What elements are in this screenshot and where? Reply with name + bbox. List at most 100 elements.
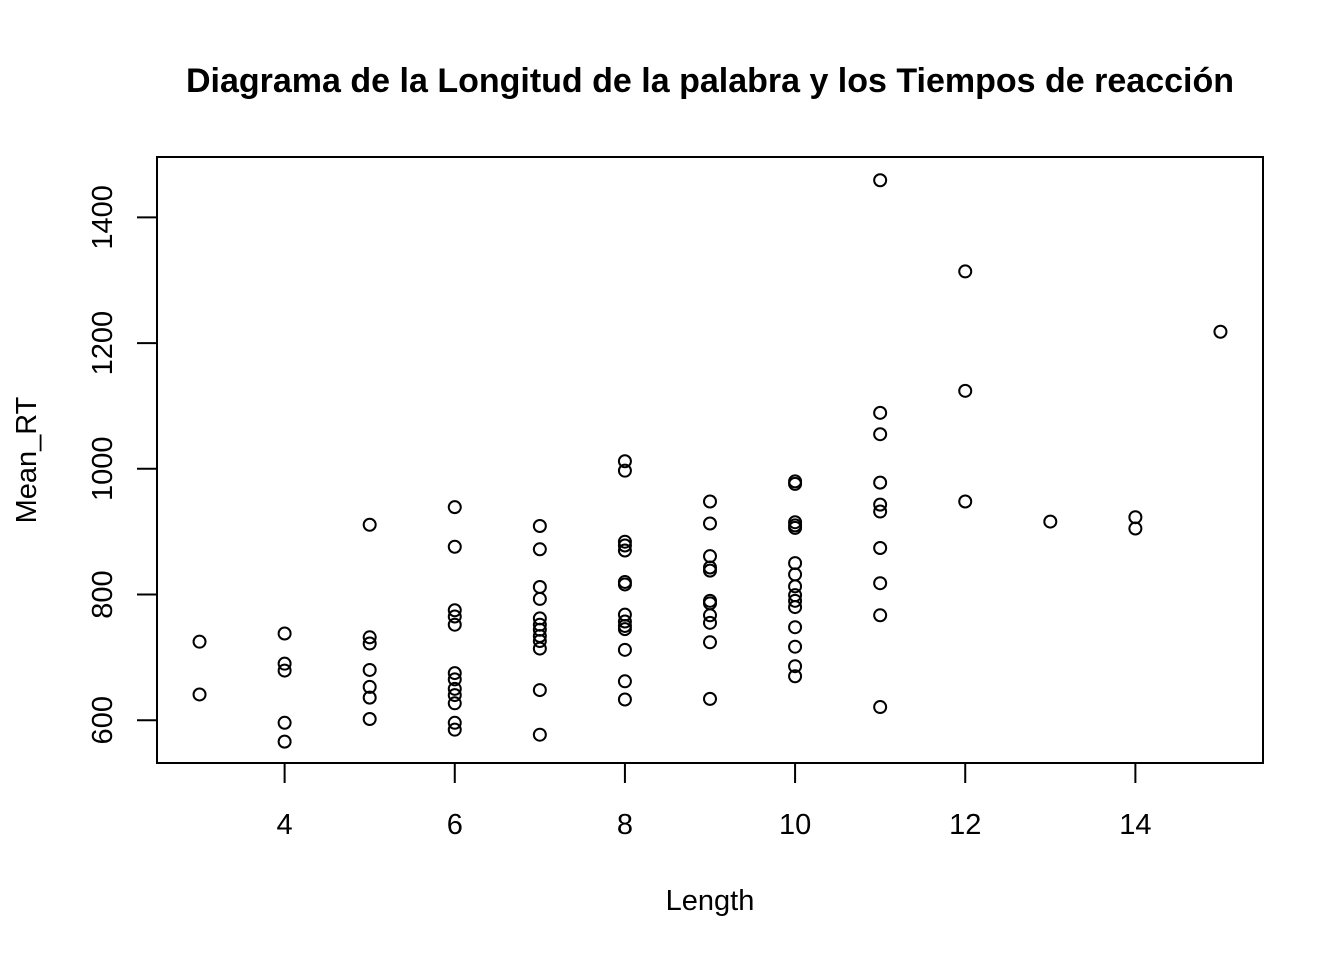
data-point [362,711,377,726]
data-point [958,383,973,398]
data-point [788,620,803,635]
data-point [788,669,803,684]
x-axis-label: Length [666,885,755,917]
data-point [703,691,717,706]
data-point [703,563,717,578]
data-point [1043,514,1058,529]
data-point [617,642,632,657]
data-point [703,494,717,509]
x-tick-label: 14 [1119,809,1151,841]
data-point [617,534,632,549]
data-point [447,603,462,618]
data-point [617,614,632,629]
data-point [788,556,803,571]
data-point [703,635,717,650]
data-point [362,679,377,694]
data-point [617,454,632,469]
data-point [447,722,462,737]
data-point [617,692,632,707]
data-point [703,615,717,630]
y-tick-label: 1200 [87,311,119,376]
data-point [447,696,462,711]
data-point [873,427,888,442]
data-point [277,734,292,749]
data-point [873,475,888,490]
data-point [532,519,547,534]
data-point [617,543,632,558]
data-point [873,504,888,519]
data-point [703,608,717,623]
y-axis: 600 800 1000 1200 1400 [87,185,158,744]
plot-frame [156,156,1264,764]
y-tick-label: 1000 [87,437,119,502]
data-point [447,715,462,730]
data-point [788,593,803,608]
data-point [958,264,973,279]
data-point [788,476,803,491]
chart-title: Diagrama de la Longitud de la palabra y … [186,62,1234,100]
data-point [362,630,377,645]
data-points [192,173,1228,749]
data-point [788,659,803,674]
data-point [532,683,547,698]
data-point [617,577,632,592]
data-point [1128,510,1143,525]
data-point [788,639,803,654]
y-axis-label: Mean_RT [11,396,43,523]
x-tick-label: 4 [277,809,293,841]
data-point [788,600,803,615]
y-tick-label: 800 [87,570,119,618]
data-point [788,579,803,594]
y-tick-label: 600 [87,696,119,744]
data-point [617,463,632,478]
y-tick-label: 1400 [87,185,119,250]
data-point [617,622,632,637]
data-point [362,662,377,677]
x-tick-label: 8 [617,809,633,841]
data-point [277,663,292,678]
data-point [873,700,888,715]
data-point [277,715,292,730]
data-point [277,626,292,641]
data-point [362,636,377,651]
data-point [1213,324,1228,339]
data-point [703,549,717,564]
data-point [532,542,547,557]
data-point [447,666,462,681]
data-point [532,641,547,656]
data-point [873,405,888,420]
data-point [873,541,888,556]
data-point [532,579,547,594]
data-point [447,500,462,515]
data-point [532,727,547,742]
data-point [873,497,888,512]
data-point [788,567,803,582]
data-point [788,520,803,535]
data-point [532,591,547,606]
data-point [447,681,462,696]
data-point [617,674,632,689]
data-point [958,494,973,509]
data-point [447,672,462,687]
data-point [1128,521,1143,536]
data-point [277,656,292,671]
data-point [192,687,207,702]
data-point [617,538,632,553]
data-point [447,688,462,703]
x-tick-label: 10 [779,809,811,841]
data-point [447,617,462,632]
data-point [447,609,462,624]
data-point [873,576,888,591]
data-point [703,516,717,531]
x-tick-label: 12 [949,809,981,841]
data-point [873,173,888,188]
data-point [873,608,888,623]
data-point [362,517,377,532]
x-tick-label: 6 [447,809,463,841]
x-axis: 4 6 8 10 12 14 [277,762,1152,841]
data-point [532,634,547,649]
data-point [192,634,207,649]
data-point [447,539,462,554]
data-point [362,690,377,705]
